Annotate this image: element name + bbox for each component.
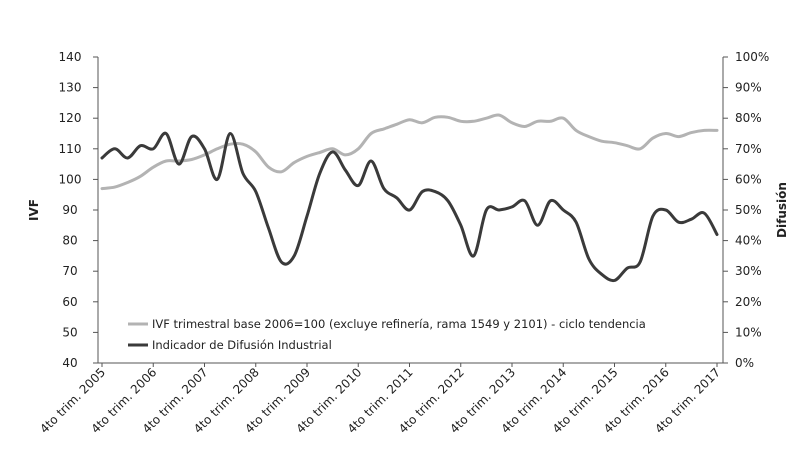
left-axis-ticks: 40 50 60 70 80 90 100 110 120 130 140 bbox=[59, 50, 98, 370]
left-tick-label: 130 bbox=[59, 81, 82, 95]
left-tick-label: 110 bbox=[59, 142, 82, 156]
left-tick-label: 50 bbox=[62, 325, 77, 339]
left-tick-label: 60 bbox=[62, 295, 77, 309]
right-axis-ticks: 0% 10% 20% 30% 40% 50% 60% 70% 80% 90% 100% bbox=[723, 50, 769, 370]
right-tick-label: 10% bbox=[735, 325, 762, 339]
right-tick-label: 40% bbox=[735, 234, 762, 248]
left-tick-label: 40 bbox=[62, 356, 77, 370]
legend-label-difusion: Indicador de Difusión Industrial bbox=[152, 338, 332, 352]
ivf-series-line bbox=[100, 113, 719, 191]
left-tick-label: 70 bbox=[62, 264, 77, 278]
right-tick-label: 30% bbox=[735, 264, 762, 278]
right-tick-label: 0% bbox=[735, 356, 754, 370]
left-tick-label: 120 bbox=[59, 111, 82, 125]
series-layer bbox=[100, 113, 719, 283]
left-axis-title: IVF bbox=[27, 199, 41, 221]
right-axis-title: Difusión bbox=[775, 182, 789, 238]
right-tick-label: 60% bbox=[735, 172, 762, 186]
left-tick-label: 100 bbox=[59, 172, 82, 186]
right-tick-label: 50% bbox=[735, 203, 762, 217]
left-tick-label: 80 bbox=[62, 234, 77, 248]
right-tick-label: 80% bbox=[735, 111, 762, 125]
left-tick-label: 90 bbox=[62, 203, 77, 217]
left-tick-label: 140 bbox=[59, 50, 82, 64]
right-tick-label: 20% bbox=[735, 295, 762, 309]
legend: IVF trimestral base 2006=100 (excluye re… bbox=[128, 317, 646, 352]
difusion-series-line bbox=[100, 131, 719, 283]
right-tick-label: 90% bbox=[735, 81, 762, 95]
legend-label-ivf: IVF trimestral base 2006=100 (excluye re… bbox=[152, 317, 646, 331]
right-tick-label: 70% bbox=[735, 142, 762, 156]
right-tick-label: 100% bbox=[735, 50, 769, 64]
